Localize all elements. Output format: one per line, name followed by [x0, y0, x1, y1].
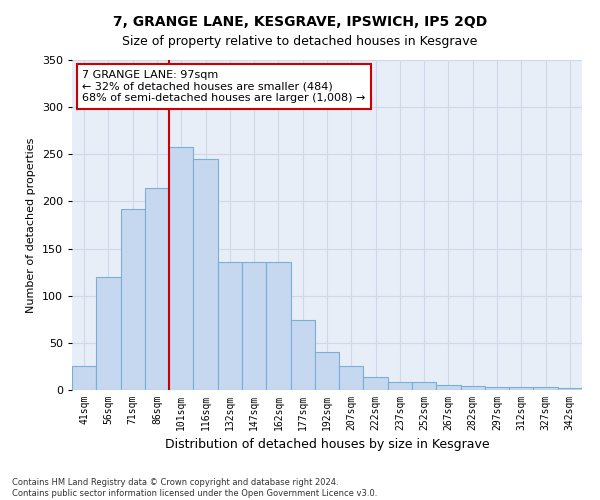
Bar — [485, 387, 509, 390]
Bar — [121, 209, 145, 390]
Bar — [436, 386, 461, 390]
Bar — [145, 188, 169, 390]
Bar — [388, 382, 412, 390]
Bar — [533, 387, 558, 390]
Bar — [315, 352, 339, 390]
Bar — [218, 262, 242, 390]
Bar — [96, 277, 121, 390]
Bar — [290, 320, 315, 390]
Bar — [412, 382, 436, 390]
Bar — [558, 388, 582, 390]
Bar — [169, 146, 193, 390]
Y-axis label: Number of detached properties: Number of detached properties — [26, 138, 36, 312]
Bar — [242, 262, 266, 390]
Bar — [72, 366, 96, 390]
X-axis label: Distribution of detached houses by size in Kesgrave: Distribution of detached houses by size … — [164, 438, 490, 452]
Bar — [339, 366, 364, 390]
Text: 7, GRANGE LANE, KESGRAVE, IPSWICH, IP5 2QD: 7, GRANGE LANE, KESGRAVE, IPSWICH, IP5 2… — [113, 15, 487, 29]
Bar — [461, 386, 485, 390]
Bar — [509, 387, 533, 390]
Bar — [193, 159, 218, 390]
Text: Contains HM Land Registry data © Crown copyright and database right 2024.
Contai: Contains HM Land Registry data © Crown c… — [12, 478, 377, 498]
Text: Size of property relative to detached houses in Kesgrave: Size of property relative to detached ho… — [122, 35, 478, 48]
Bar — [364, 377, 388, 390]
Bar — [266, 262, 290, 390]
Text: 7 GRANGE LANE: 97sqm
← 32% of detached houses are smaller (484)
68% of semi-deta: 7 GRANGE LANE: 97sqm ← 32% of detached h… — [82, 70, 365, 103]
